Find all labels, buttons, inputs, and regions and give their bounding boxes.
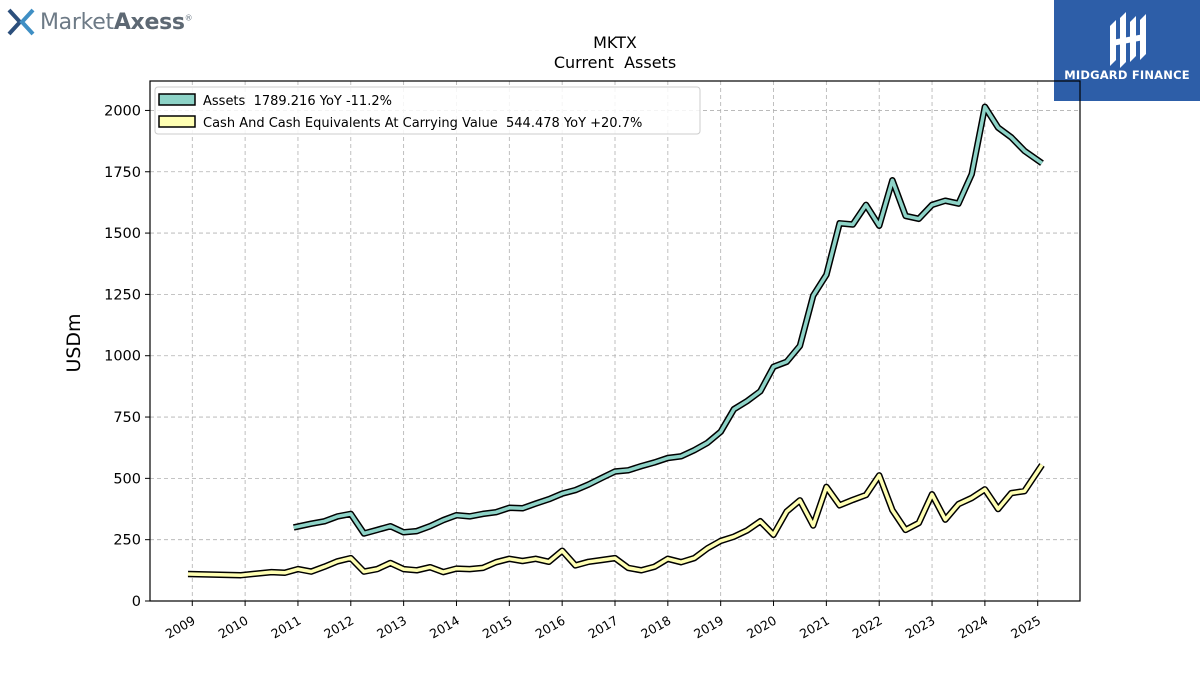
- x-tick-label: 2012: [321, 613, 356, 642]
- chart-subtitle: Current Assets: [554, 53, 676, 72]
- x-tick-label: 2019: [691, 613, 726, 642]
- x-tick-label: 2014: [427, 613, 462, 642]
- x-tick-label: 2022: [850, 613, 885, 642]
- legend-box: [154, 86, 701, 135]
- midgard-badge: MIDGARD FINANCE: [1054, 0, 1200, 101]
- x-tick-label: 2018: [638, 613, 673, 642]
- brand-logo: MarketAxess®: [6, 4, 193, 40]
- y-tick-label: 500: [113, 471, 141, 487]
- x-tick-label: 2015: [480, 613, 515, 642]
- series-lines: [187, 103, 1045, 579]
- x-tick-label: 2020: [744, 613, 779, 642]
- y-axis-ticks: 0 250 500 750 1000 1250 1500 1750 2000: [104, 103, 150, 610]
- y-tick-label: 1750: [104, 165, 141, 181]
- legend-swatch: [158, 115, 196, 128]
- plot-frame: [149, 80, 1081, 602]
- y-tick-label: 0: [132, 594, 141, 610]
- x-tick-label: 2024: [955, 613, 990, 642]
- badge-text: MIDGARD FINANCE: [1064, 68, 1190, 82]
- x-tick-label: 2023: [902, 613, 937, 642]
- x-tick-label: 2009: [163, 613, 198, 642]
- y-tick-label: 1500: [104, 226, 141, 242]
- x-tick-label: 2017: [585, 613, 620, 642]
- x-tick-label: 2025: [1008, 613, 1043, 642]
- brand-name: MarketAxess®: [40, 9, 193, 35]
- chart-title: MKTX: [593, 33, 637, 52]
- x-tick-label: 2021: [797, 613, 832, 642]
- x-axis-ticks: 2009 2010 2011 2012 2013 2014 2015 2016 2017 2018…: [163, 601, 1043, 642]
- y-tick-label: 750: [113, 410, 141, 426]
- x-tick-label: 2010: [216, 613, 251, 642]
- grid-lines: [150, 81, 1080, 602]
- y-tick-label: 2000: [104, 103, 141, 119]
- midgard-logo-icon: [1110, 12, 1146, 68]
- y-axis-label: USDm: [63, 313, 85, 372]
- y-tick-label: 1000: [104, 349, 141, 365]
- y-tick-label: 1250: [104, 287, 141, 303]
- series-line: [293, 105, 1044, 536]
- x-tick-label: 2013: [374, 613, 409, 642]
- legend-swatch: [158, 93, 196, 106]
- legend-entry: Cash And Cash Equivalents At Carrying Va…: [203, 116, 642, 131]
- legend-entry: Assets 1789.216 YoY -11.2%: [203, 94, 392, 109]
- x-logo-icon: [7, 8, 35, 36]
- x-tick-label: 2011: [268, 613, 303, 642]
- series-line: [187, 463, 1044, 577]
- y-tick-label: 250: [113, 533, 141, 549]
- legend: Assets 1789.216 YoY -11.2% Cash And Cash …: [154, 86, 701, 135]
- x-tick-label: 2016: [533, 613, 568, 642]
